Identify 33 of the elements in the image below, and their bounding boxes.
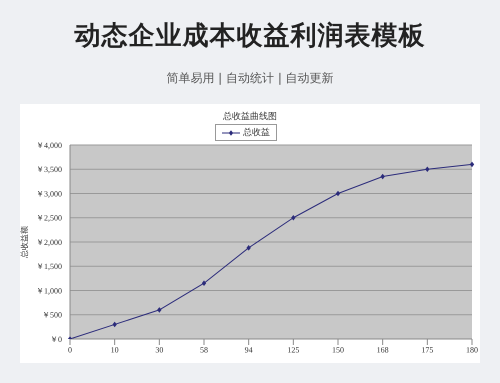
- x-tick-label: 150: [332, 346, 344, 355]
- x-tick-label: 175: [421, 346, 434, 355]
- x-tick-label: 10: [110, 346, 119, 355]
- y-tick-label: ￥4,000: [36, 140, 62, 150]
- point: [291, 214, 296, 221]
- y-tick-label: ￥3,000: [36, 189, 62, 198]
- point: [336, 190, 340, 196]
- point: [246, 245, 251, 251]
- y-tick-label: ￥500: [42, 310, 62, 320]
- x-tick-label: 58: [200, 346, 208, 355]
- point: [202, 280, 206, 286]
- text: 总收益曲线图: [222, 110, 278, 123]
- point: [470, 162, 474, 168]
- y-tick-label: ￥0: [50, 334, 62, 344]
- y-tick-label: ￥2,000: [36, 238, 62, 247]
- x-tick-label: 168: [376, 346, 389, 355]
- x-tick-label: 94: [244, 346, 253, 355]
- chart-title: 动态企业成本收益利润表模板: [73, 20, 426, 53]
- y-tick-label: ￥3,500: [36, 165, 62, 174]
- y-tick-label: ￥1,500: [36, 262, 62, 272]
- y-axis-title: 总收益额: [20, 226, 29, 259]
- x-tick-label: 30: [155, 346, 164, 355]
- x-tick-label: 180: [466, 346, 478, 355]
- y-tick-label: ￥2,500: [36, 214, 62, 223]
- point: [425, 166, 430, 172]
- point: [112, 322, 117, 328]
- chart-subtitle: 简单易用 | 自动统计 | 自动更新: [165, 70, 335, 87]
- x-tick-label: 125: [287, 346, 300, 355]
- legend-label: 总收益: [242, 126, 270, 139]
- point: [157, 307, 162, 313]
- x-tick-label: 0: [68, 346, 72, 355]
- y-tick-label: ￥1,000: [36, 286, 62, 296]
- point: [380, 174, 385, 180]
